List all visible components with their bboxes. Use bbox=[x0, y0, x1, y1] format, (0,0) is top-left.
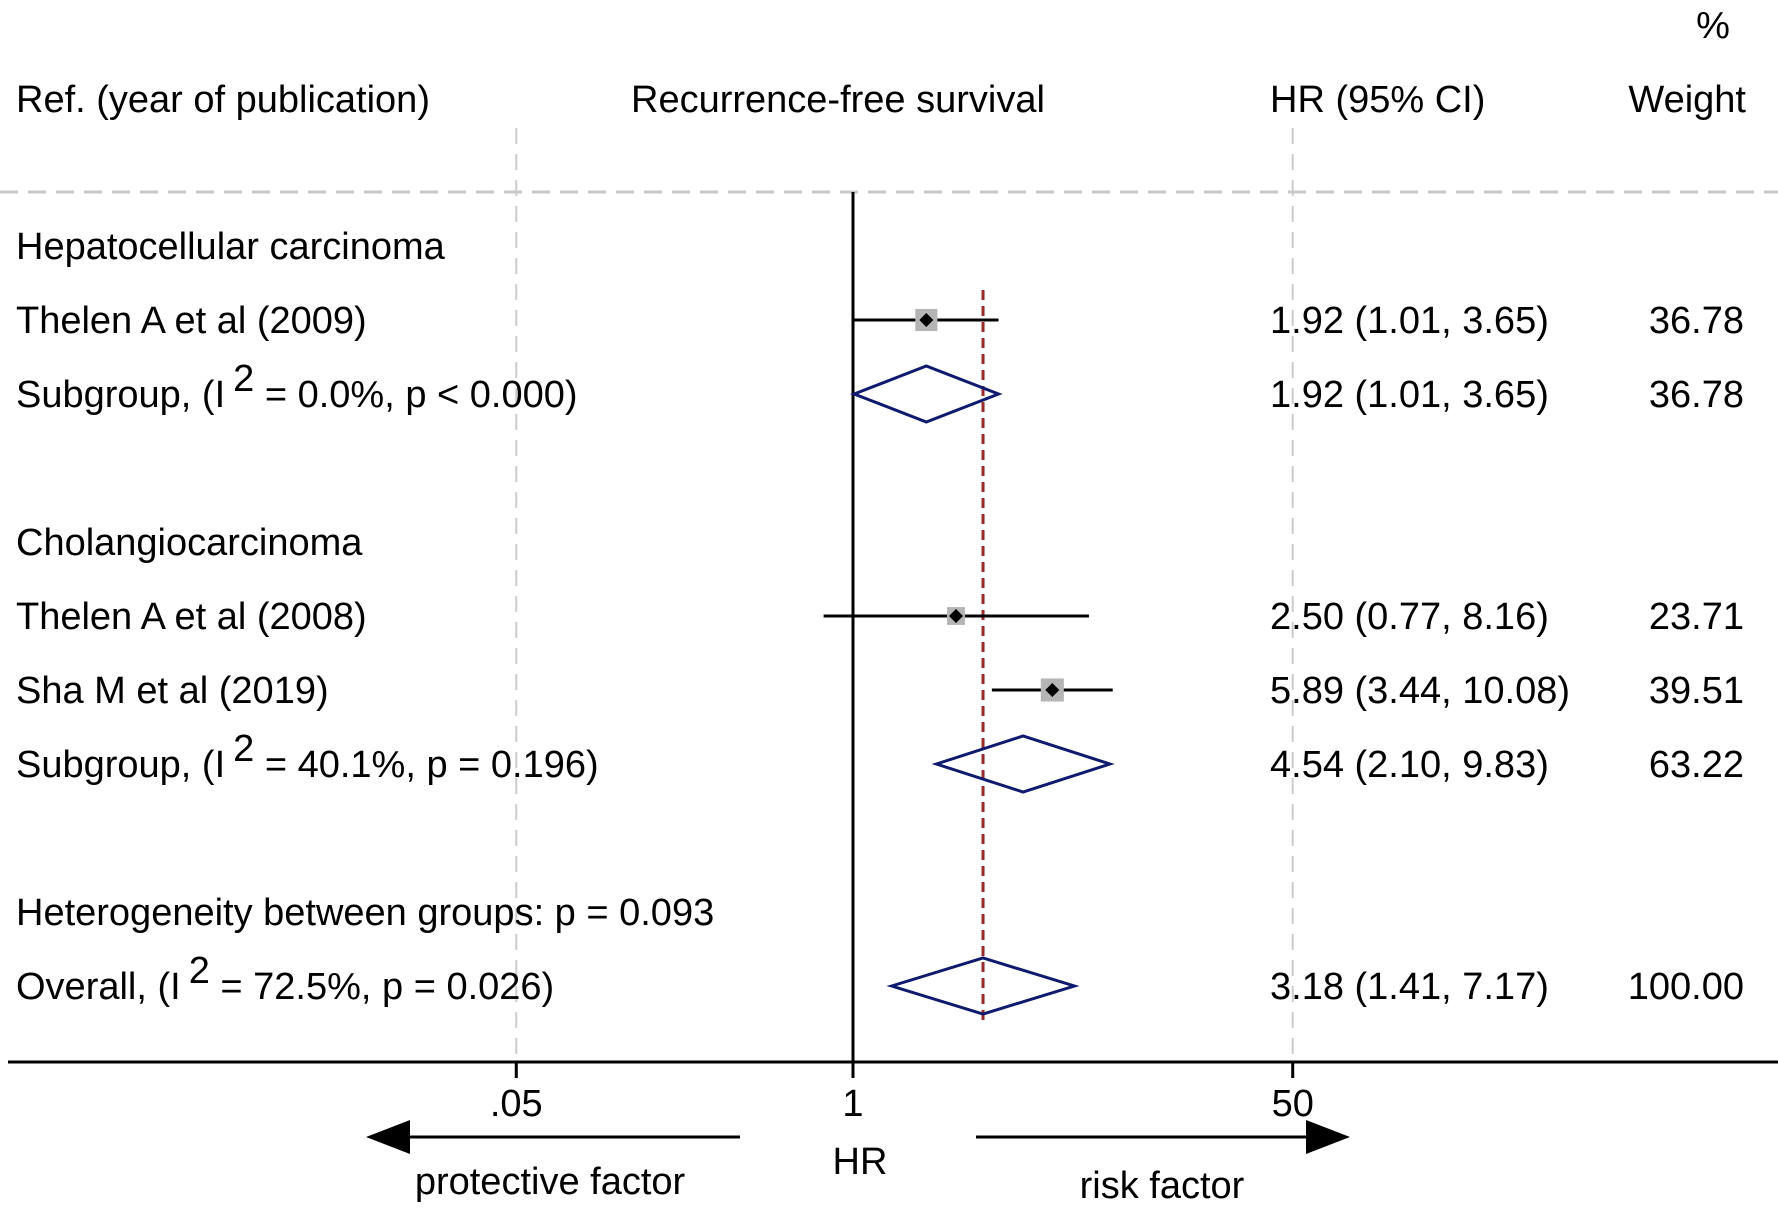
subgroup-diamond-7 bbox=[931, 734, 1115, 794]
hr-ci-text-6: 5.89 (3.44, 10.08) bbox=[1270, 670, 1570, 712]
right-arrow bbox=[976, 1120, 1350, 1154]
row-label-prefix: Overall, (I bbox=[16, 966, 181, 1008]
overall-diamond bbox=[886, 956, 1080, 1016]
row-label-2: Subgroup, (I 2 = 0.0%, p < 0.000) bbox=[16, 358, 578, 416]
hr-ci-text-2: 1.92 (1.01, 3.65) bbox=[1270, 374, 1549, 416]
row-label-prefix: Subgroup, (I bbox=[16, 744, 225, 786]
hr-ci-text-10: 3.18 (1.41, 7.17) bbox=[1270, 966, 1549, 1008]
weight-text-2: 36.78 bbox=[1649, 374, 1744, 416]
weight-text-1: 36.78 bbox=[1649, 300, 1744, 342]
weight-text-5: 23.71 bbox=[1649, 596, 1744, 638]
header-ref: Ref. (year of publication) bbox=[16, 79, 430, 121]
subgroup-diamond-2 bbox=[849, 364, 1003, 424]
header-weight-pct: % bbox=[1696, 5, 1730, 47]
hr-ci-text-1: 1.92 (1.01, 3.65) bbox=[1270, 300, 1549, 342]
row-label-10: Overall, (I 2 = 72.5%, p = 0.026) bbox=[16, 950, 554, 1008]
header-hr: HR (95% CI) bbox=[1270, 79, 1485, 121]
row-label-suffix: = 40.1%, p = 0.196) bbox=[254, 744, 598, 786]
row-label-9: Heterogeneity between groups: p = 0.093 bbox=[16, 892, 714, 934]
weight-text-7: 63.22 bbox=[1649, 744, 1744, 786]
row-label-6: Sha M et al (2019) bbox=[16, 670, 329, 712]
row-label-5: Thelen A et al (2008) bbox=[16, 596, 367, 638]
point-estimate-1 bbox=[919, 313, 934, 327]
row-label-7: Subgroup, (I 2 = 40.1%, p = 0.196) bbox=[16, 728, 599, 786]
group-label-0: Hepatocellular carcinoma bbox=[16, 226, 446, 268]
row-labels: Hepatocellular carcinoma Thelen A et al (… bbox=[16, 226, 714, 1008]
row-label-superscript: 2 bbox=[233, 728, 254, 770]
x-axis-label: HR bbox=[833, 1141, 888, 1183]
left-arrow bbox=[366, 1120, 740, 1154]
estimate-columns: 1.92 (1.01, 3.65) 36.78 1.92 (1.01, 3.65) 3… bbox=[1270, 300, 1744, 1008]
point-estimate-5 bbox=[948, 609, 963, 623]
row-label-suffix: = 0.0%, p < 0.000) bbox=[254, 374, 577, 416]
x-axis-ticks: .05 1 50 bbox=[490, 1062, 1314, 1125]
header-weight: Weight bbox=[1628, 79, 1746, 121]
tick-label-2: 50 bbox=[1272, 1083, 1314, 1125]
point-estimate-6 bbox=[1045, 683, 1060, 697]
hr-ci-text-5: 2.50 (0.77, 8.16) bbox=[1270, 596, 1549, 638]
row-label-prefix: Subgroup, (I bbox=[16, 374, 225, 416]
effect-marks bbox=[823, 192, 1115, 1062]
group-label-4: Cholangiocarcinoma bbox=[16, 522, 363, 564]
risk-factor-label: risk factor bbox=[1080, 1165, 1245, 1207]
row-label-suffix: = 72.5%, p = 0.026) bbox=[210, 966, 554, 1008]
tick-label-1: 1 bbox=[842, 1083, 863, 1125]
row-label-superscript: 2 bbox=[189, 950, 210, 992]
weight-text-6: 39.51 bbox=[1649, 670, 1744, 712]
protective-factor-label: protective factor bbox=[415, 1161, 686, 1203]
row-label-superscript: 2 bbox=[233, 358, 254, 400]
header-plot-title: Recurrence-free survival bbox=[631, 79, 1045, 121]
hr-ci-text-7: 4.54 (2.10, 9.83) bbox=[1270, 744, 1549, 786]
weight-text-10: 100.00 bbox=[1628, 966, 1744, 1008]
tick-label-0: .05 bbox=[490, 1083, 543, 1125]
row-label-1: Thelen A et al (2009) bbox=[16, 300, 367, 342]
